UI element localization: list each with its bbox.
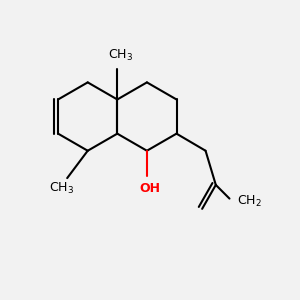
Text: CH$_3$: CH$_3$	[49, 181, 74, 196]
Text: CH$_2$: CH$_2$	[237, 194, 262, 209]
Text: CH$_3$: CH$_3$	[108, 48, 133, 63]
Text: OH: OH	[140, 182, 160, 195]
